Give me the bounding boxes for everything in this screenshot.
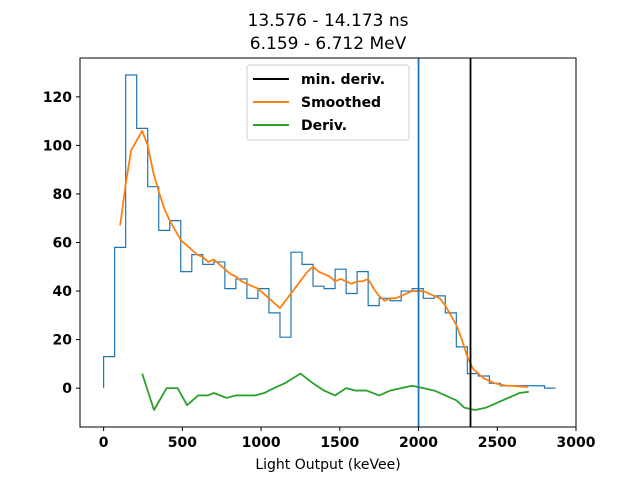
x-axis-label: Light Output (keVee) xyxy=(255,457,400,473)
smoothed-series xyxy=(119,129,529,388)
x-tick-label: 3000 xyxy=(557,435,596,451)
x-tick-label: 1000 xyxy=(242,435,281,451)
x-tick-label: 2000 xyxy=(399,435,438,451)
x-tick-label: 2500 xyxy=(478,435,517,451)
y-tick-label: 80 xyxy=(53,187,73,203)
y-tick-label: 120 xyxy=(43,90,72,106)
derivative-series xyxy=(141,372,529,411)
legend-label-smoothed: Smoothed xyxy=(301,95,381,111)
y-tick-label: 0 xyxy=(62,381,72,397)
x-tick-label: 1500 xyxy=(320,435,359,451)
chart-title-line1: 13.576 - 14.173 ns xyxy=(248,11,409,31)
legend-label-deriv: Deriv. xyxy=(301,118,347,134)
chart-title-line2: 6.159 - 6.712 MeV xyxy=(250,34,407,54)
ticks-layer: 0 500 1000 1500 2000 2500 3000 0 20 40 60 80 100 120 xyxy=(43,90,596,451)
y-tick-label: 40 xyxy=(53,284,73,300)
y-tick-label: 20 xyxy=(53,333,73,349)
legend: min. deriv. Smoothed Deriv. xyxy=(246,64,410,141)
x-tick-label: 500 xyxy=(168,435,197,451)
series-layer xyxy=(103,58,556,427)
y-tick-label: 100 xyxy=(43,138,72,154)
histogram-series xyxy=(103,74,556,389)
y-tick-label: 60 xyxy=(53,236,73,252)
x-tick-label: 0 xyxy=(99,435,109,451)
legend-box xyxy=(246,64,410,141)
plot-frame xyxy=(79,57,577,428)
legend-label-min-deriv: min. deriv. xyxy=(301,72,385,88)
